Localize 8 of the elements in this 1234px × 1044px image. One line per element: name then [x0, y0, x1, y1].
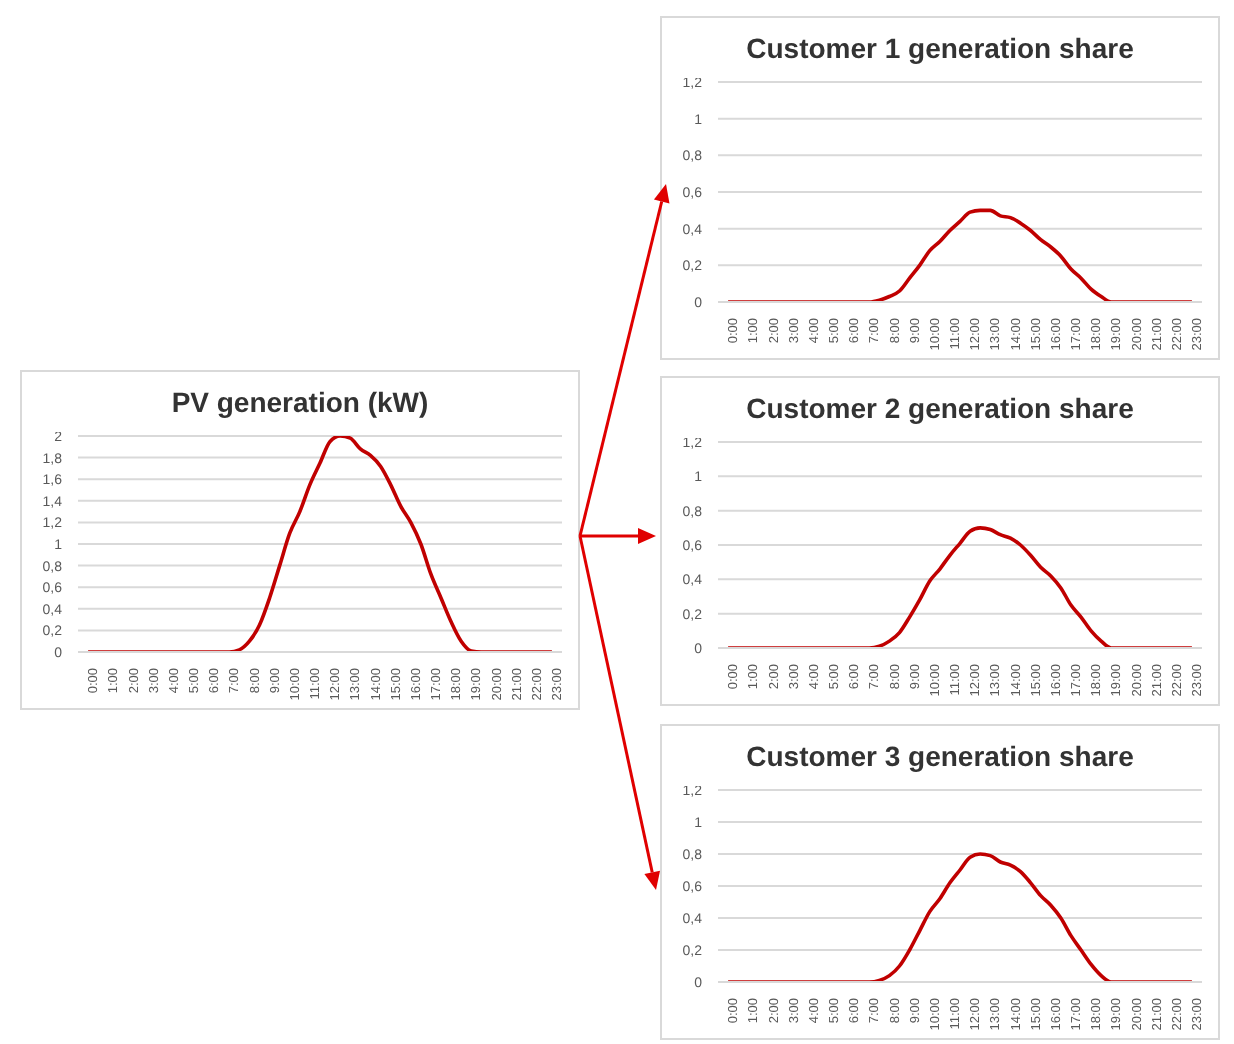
chart-title: Customer 3 generation share	[744, 738, 1136, 776]
line-series	[726, 208, 1194, 302]
chart-title: Customer 1 generation share	[744, 30, 1136, 68]
chart-title: PV generation (kW)	[169, 384, 431, 422]
chart-title: Customer 2 generation share	[744, 390, 1136, 428]
line-series	[726, 526, 1194, 648]
line-series	[726, 852, 1194, 982]
line-series	[86, 436, 554, 652]
